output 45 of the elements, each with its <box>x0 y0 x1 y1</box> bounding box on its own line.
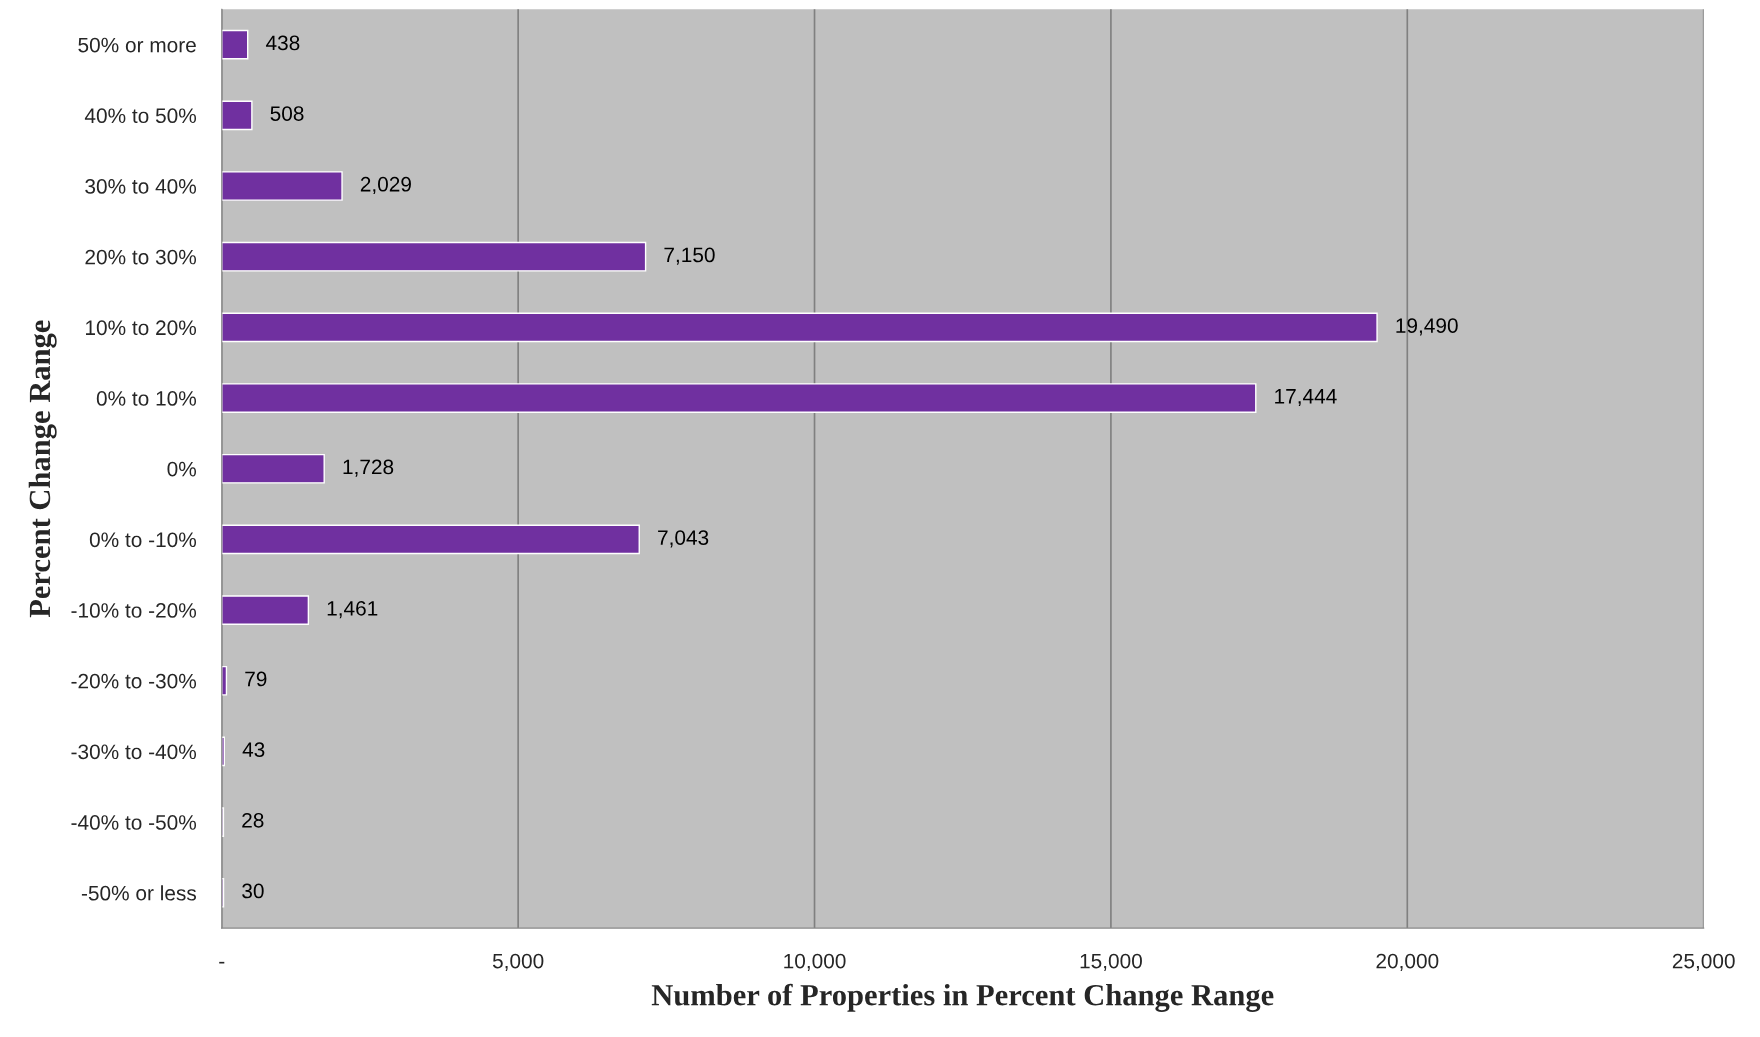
y-axis-title: Percent Change Range <box>28 320 57 618</box>
data-label: 7,043 <box>658 530 709 548</box>
bar <box>221 595 310 625</box>
y-tick-label: 50% or more <box>78 37 196 53</box>
bar <box>221 241 647 272</box>
y-tick-label: 20% to 30% <box>85 249 197 265</box>
bar <box>221 665 228 696</box>
y-tick-label: 30% to 40% <box>85 179 197 194</box>
x-tick-label: 25,000 <box>1672 953 1735 971</box>
bar <box>221 29 249 60</box>
data-label: 7,150 <box>664 247 715 265</box>
x-tick-label: - <box>219 961 225 964</box>
bar <box>221 524 640 555</box>
data-label: 79 <box>245 671 267 687</box>
data-label: 28 <box>242 812 264 828</box>
y-tick-label: 0% to 10% <box>96 391 197 406</box>
bar <box>221 383 1257 413</box>
y-tick-label: -40% to -50% <box>71 815 197 830</box>
data-label: 2,029 <box>360 176 411 195</box>
y-tick-label: -20% to -30% <box>71 673 197 689</box>
bar <box>221 100 253 131</box>
data-label: 1,461 <box>327 600 378 619</box>
data-label: 43 <box>242 742 265 758</box>
x-tick-label: 20,000 <box>1376 953 1439 971</box>
bar <box>221 453 325 484</box>
data-label: 30 <box>242 883 264 899</box>
bar <box>221 312 1378 343</box>
x-axis-title: Number of Properties in Percent Change Range <box>651 983 1274 1012</box>
data-label: 438 <box>265 35 300 51</box>
y-tick-label: -30% to -40% <box>71 744 197 760</box>
data-label: 508 <box>270 106 304 121</box>
x-tick-label: 5,000 <box>492 953 544 971</box>
y-tick-label: 10% to 20% <box>86 320 197 336</box>
y-tick-label: 40% to 50% <box>84 108 197 124</box>
x-tick-label: 10,000 <box>784 953 846 971</box>
x-tick-label: 15,000 <box>1080 953 1142 971</box>
bar <box>221 736 226 767</box>
data-label: 1,728 <box>343 459 394 477</box>
data-label: 19,490 <box>1396 318 1458 336</box>
y-tick-label: -50% or less <box>81 885 197 901</box>
data-label: 17,444 <box>1275 389 1337 407</box>
y-tick-label: -10% to -20% <box>71 603 197 618</box>
bar <box>221 171 343 201</box>
y-tick-label: 0% <box>167 461 197 477</box>
y-tick-label: 0% to -10% <box>89 532 197 548</box>
